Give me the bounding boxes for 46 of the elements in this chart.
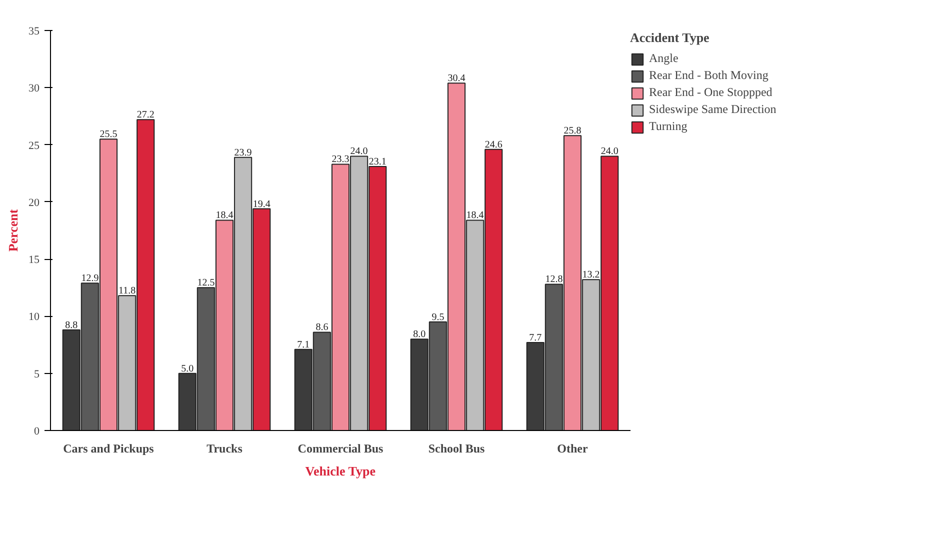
data-label: 8.0 [413,329,426,340]
legend-title: Accident Type [630,30,710,46]
data-label: 13.2 [582,270,600,281]
data-label: 12.8 [545,274,563,286]
data-label: 23.1 [368,156,386,168]
data-label: 24.6 [484,139,502,150]
x-axis-title: Vehicle Type [305,464,376,478]
y-axis-title: Percent [6,208,20,252]
x-tick-label: School Bus [428,442,486,456]
legend-label: Angle [649,51,678,66]
x-tick-label: Cars and Pickups [63,442,154,456]
y-tick-label: 25 [28,140,40,152]
data-label: 24.0 [600,146,618,158]
data-label: 9.5 [432,312,444,323]
y-tick-label: 35 [28,26,40,38]
data-label: 5.0 [181,363,194,374]
y-tick-label: 20 [28,196,40,209]
data-label: 24.0 [350,146,368,158]
y-tick-label: 15 [28,254,40,266]
data-label: 12.5 [197,278,215,289]
data-label: 11.8 [118,286,136,297]
data-label: 30.4 [448,73,466,84]
y-tick-label: 0 [34,426,40,438]
data-label: 18.4 [216,210,234,222]
data-label: 19.4 [252,198,270,210]
x-tick-label: Trucks [206,442,243,456]
data-label: 23.3 [332,154,350,166]
data-label: 27.2 [136,110,154,121]
y-tick-label: 10 [28,311,40,324]
data-label: 18.4 [466,210,484,222]
legend-label: Sideswipe Same Direction [649,102,776,117]
data-label: 8.6 [316,322,328,334]
data-label: 23.9 [234,147,252,158]
y-tick-label: 30 [28,82,40,95]
x-tick-label: Other [557,442,588,456]
legend-label: Rear End - Both Moving [649,68,768,83]
y-tick-label: 5 [34,368,40,380]
x-tick-label: Commercial Bus [298,442,384,456]
legend-label: Rear End - One Stoppped [649,85,772,100]
legend-label: Turning [649,119,688,134]
data-label: 7.7 [529,332,542,344]
data-label: 8.8 [65,320,78,331]
data-label: 12.9 [81,273,99,284]
data-label: 7.1 [297,339,310,350]
data-label: 25.5 [100,129,118,140]
data-label: 25.8 [564,126,582,137]
